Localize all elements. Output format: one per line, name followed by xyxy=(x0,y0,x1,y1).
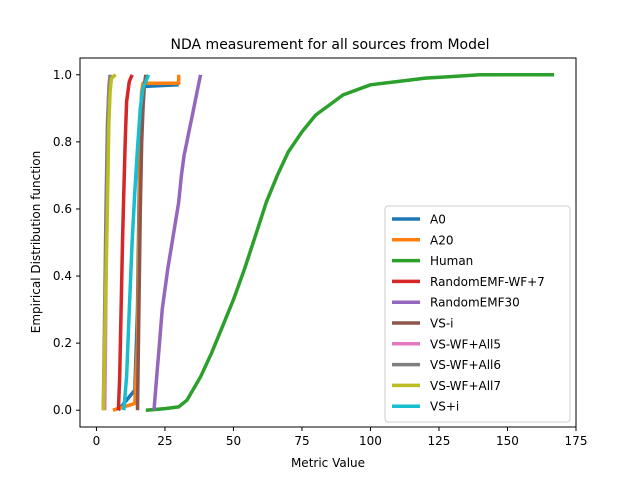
series-line-randomemf-wf-7 xyxy=(116,74,134,411)
legend-label: VS-WF+All7 xyxy=(430,379,501,393)
x-tick-label: 25 xyxy=(157,434,172,448)
legend: A0 A20 Human RandomEMF-WF+7 RandomEMF30 VS-i V… xyxy=(384,205,571,423)
x-tick-label: 175 xyxy=(565,434,588,448)
x-tick-label: 150 xyxy=(496,434,519,448)
legend-label: A0 xyxy=(430,213,446,227)
x-axis-label: Metric Value xyxy=(291,456,365,470)
legend-label: VS-i xyxy=(430,317,454,331)
legend-entries: A0 A20 Human RandomEMF-WF+7 RandomEMF30 VS-i V… xyxy=(392,213,545,414)
legend-label: RandomEMF30 xyxy=(430,296,520,310)
y-tick-label: 0.2 xyxy=(53,336,72,350)
y-axis-label: Empirical Distribution function xyxy=(29,151,43,333)
legend-label: RandomEMF-WF+7 xyxy=(430,275,545,289)
series-line-vs-i xyxy=(122,74,151,411)
y-tick-label: 0.0 xyxy=(53,403,72,417)
x-tick-label: 50 xyxy=(226,434,241,448)
x-axis-ticks: 0 25 50 75 100 125 150 175 xyxy=(93,427,588,448)
plot-area xyxy=(79,57,577,428)
x-tick-label: 100 xyxy=(359,434,382,448)
legend-label: VS-WF+All6 xyxy=(430,358,501,372)
y-tick-label: 1.0 xyxy=(53,68,72,82)
x-tick-label: 125 xyxy=(428,434,451,448)
legend-box xyxy=(384,205,571,423)
y-tick-label: 0.4 xyxy=(53,269,72,283)
y-axis-ticks: 0.0 0.2 0.4 0.6 0.8 1.0 xyxy=(53,68,80,417)
chart-title: NDA measurement for all sources from Mod… xyxy=(171,37,490,53)
legend-label: VS+i xyxy=(430,400,459,414)
series-line-human xyxy=(145,73,555,412)
series-line-vs-wf-all7 xyxy=(101,73,117,411)
legend-label: Human xyxy=(430,254,473,268)
y-tick-label: 0.6 xyxy=(53,202,72,216)
x-tick-label: 0 xyxy=(93,434,101,448)
legend-label: VS-WF+All5 xyxy=(430,337,501,351)
series-layer xyxy=(101,73,555,412)
x-tick-label: 75 xyxy=(294,434,309,448)
legend-label: A20 xyxy=(430,233,453,247)
axes-frame xyxy=(79,57,577,428)
series-line-randomemf30 xyxy=(152,74,203,411)
y-tick-label: 0.8 xyxy=(53,135,72,149)
